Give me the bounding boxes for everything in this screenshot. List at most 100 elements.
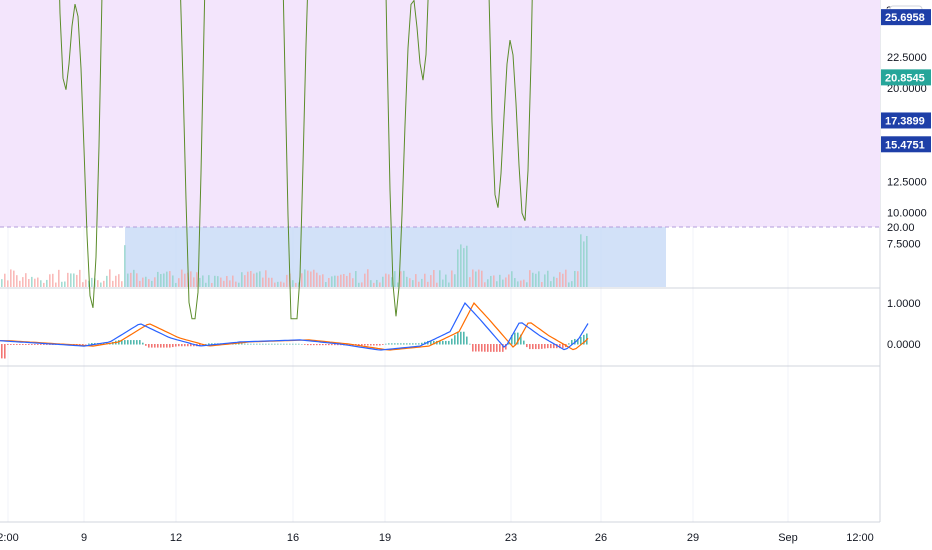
volume-bar xyxy=(406,276,408,287)
macd-histogram-bar xyxy=(526,344,528,348)
volume-bar xyxy=(22,277,24,287)
volume-bar xyxy=(187,272,189,287)
price-axis[interactable]: 2USDT22.500020.000012.500010.00007.50001… xyxy=(881,0,932,550)
volume-bar xyxy=(145,276,147,287)
volume-bar xyxy=(175,282,177,287)
macd-histogram-bar xyxy=(490,344,492,352)
volume-bar xyxy=(487,279,489,287)
macd-histogram-bar xyxy=(292,343,294,345)
macd-histogram-bar xyxy=(382,344,384,345)
macd-histogram-bar xyxy=(151,344,153,348)
volume-bar xyxy=(91,277,93,287)
volume-bar xyxy=(451,270,453,287)
time-tick-label: 16 xyxy=(287,532,299,544)
volume-bar xyxy=(238,282,240,287)
volume-bar xyxy=(436,282,438,287)
volume-bar xyxy=(550,281,552,287)
volume-bar xyxy=(307,270,309,287)
volume-bar xyxy=(100,282,102,287)
volume-bar xyxy=(328,277,330,287)
macd-histogram-bar xyxy=(37,344,39,345)
volume-bar xyxy=(196,272,198,287)
volume-bar xyxy=(52,273,54,287)
macd-histogram-bar xyxy=(535,344,537,350)
volume-bar xyxy=(97,280,99,287)
macd-histogram-bar xyxy=(31,344,33,345)
macd-histogram-bar xyxy=(133,340,135,345)
volume-bar xyxy=(394,271,396,287)
macd-histogram-bar xyxy=(511,334,513,345)
macd-histogram-bar xyxy=(283,343,285,345)
macd-histogram-bar xyxy=(478,344,480,352)
macd-pane[interactable] xyxy=(0,301,589,359)
macd-histogram-bar xyxy=(85,344,87,345)
volume-bar xyxy=(334,275,336,287)
rsi-line xyxy=(59,0,533,320)
volume-bar xyxy=(496,281,498,287)
macd-histogram-bar xyxy=(466,336,468,345)
macd-histogram-bar xyxy=(514,332,516,345)
volume-bar xyxy=(319,275,321,287)
time-tick-label: 12:00 xyxy=(846,532,874,544)
volume-bar xyxy=(529,270,531,287)
macd-histogram-bar xyxy=(319,344,321,346)
rsi-pane[interactable] xyxy=(0,0,880,320)
volume-bar xyxy=(556,277,558,287)
volume-bar xyxy=(1,279,3,287)
macd-histogram-bar xyxy=(394,343,396,345)
macd-histogram-bar xyxy=(448,340,450,345)
rsi-tick-label: 20.00 xyxy=(887,222,915,234)
volume-bar xyxy=(193,277,195,287)
macd-histogram-bar xyxy=(529,344,531,350)
macd-histogram-bar xyxy=(172,344,174,348)
macd-histogram-bar xyxy=(481,344,483,352)
macd-histogram-bar xyxy=(286,343,288,345)
time-tick-label: Sep xyxy=(778,532,798,544)
volume-bar xyxy=(358,282,360,287)
volume-bar xyxy=(457,249,459,287)
volume-bar xyxy=(82,282,84,287)
volume-bar xyxy=(259,271,261,287)
volume-bar xyxy=(283,282,285,287)
volume-bar xyxy=(385,273,387,287)
volume-bar xyxy=(460,244,462,287)
volume-bar xyxy=(466,245,468,287)
macd-histogram-bar xyxy=(397,343,399,345)
macd-histogram-bar xyxy=(130,340,132,345)
macd-histogram-bar xyxy=(328,344,330,346)
volume-bar xyxy=(13,270,15,287)
rsi-band xyxy=(0,0,880,227)
macd-histogram-bar xyxy=(496,344,498,352)
macd-histogram-bar xyxy=(289,343,291,345)
volume-bar xyxy=(580,234,582,287)
volume-bar xyxy=(250,270,252,287)
volume-bar xyxy=(244,275,246,287)
macd-histogram-bar xyxy=(439,340,441,345)
volume-bar xyxy=(544,274,546,287)
macd-histogram-bar xyxy=(376,344,378,346)
volume-bar xyxy=(280,281,282,287)
volume-bar xyxy=(214,275,216,287)
volume-bar xyxy=(73,273,75,287)
volume-bar xyxy=(34,278,36,287)
volume-bar xyxy=(442,279,444,287)
macd-histogram-bar xyxy=(370,344,372,346)
volume-bar xyxy=(484,282,486,287)
volume-bar xyxy=(241,272,243,287)
macd-histogram-bar xyxy=(409,343,411,345)
volume-bar xyxy=(583,241,585,287)
volume-bar xyxy=(367,269,369,287)
macd-histogram-bar xyxy=(403,343,405,345)
volume-bar xyxy=(199,277,201,287)
macd-histogram-bar xyxy=(457,331,459,345)
macd-histogram-bar xyxy=(568,343,570,345)
volume-bar xyxy=(121,281,123,287)
macd-histogram-bar xyxy=(208,343,210,345)
volume-bar xyxy=(400,271,402,287)
volume-bar xyxy=(574,270,576,287)
macd-histogram-bar xyxy=(271,343,273,345)
volume-bar xyxy=(61,281,63,287)
volume-bar xyxy=(517,281,519,287)
time-axis[interactable]: 2:00 9 12 16 19 23 26 29 Sep 12:00 xyxy=(0,532,874,544)
